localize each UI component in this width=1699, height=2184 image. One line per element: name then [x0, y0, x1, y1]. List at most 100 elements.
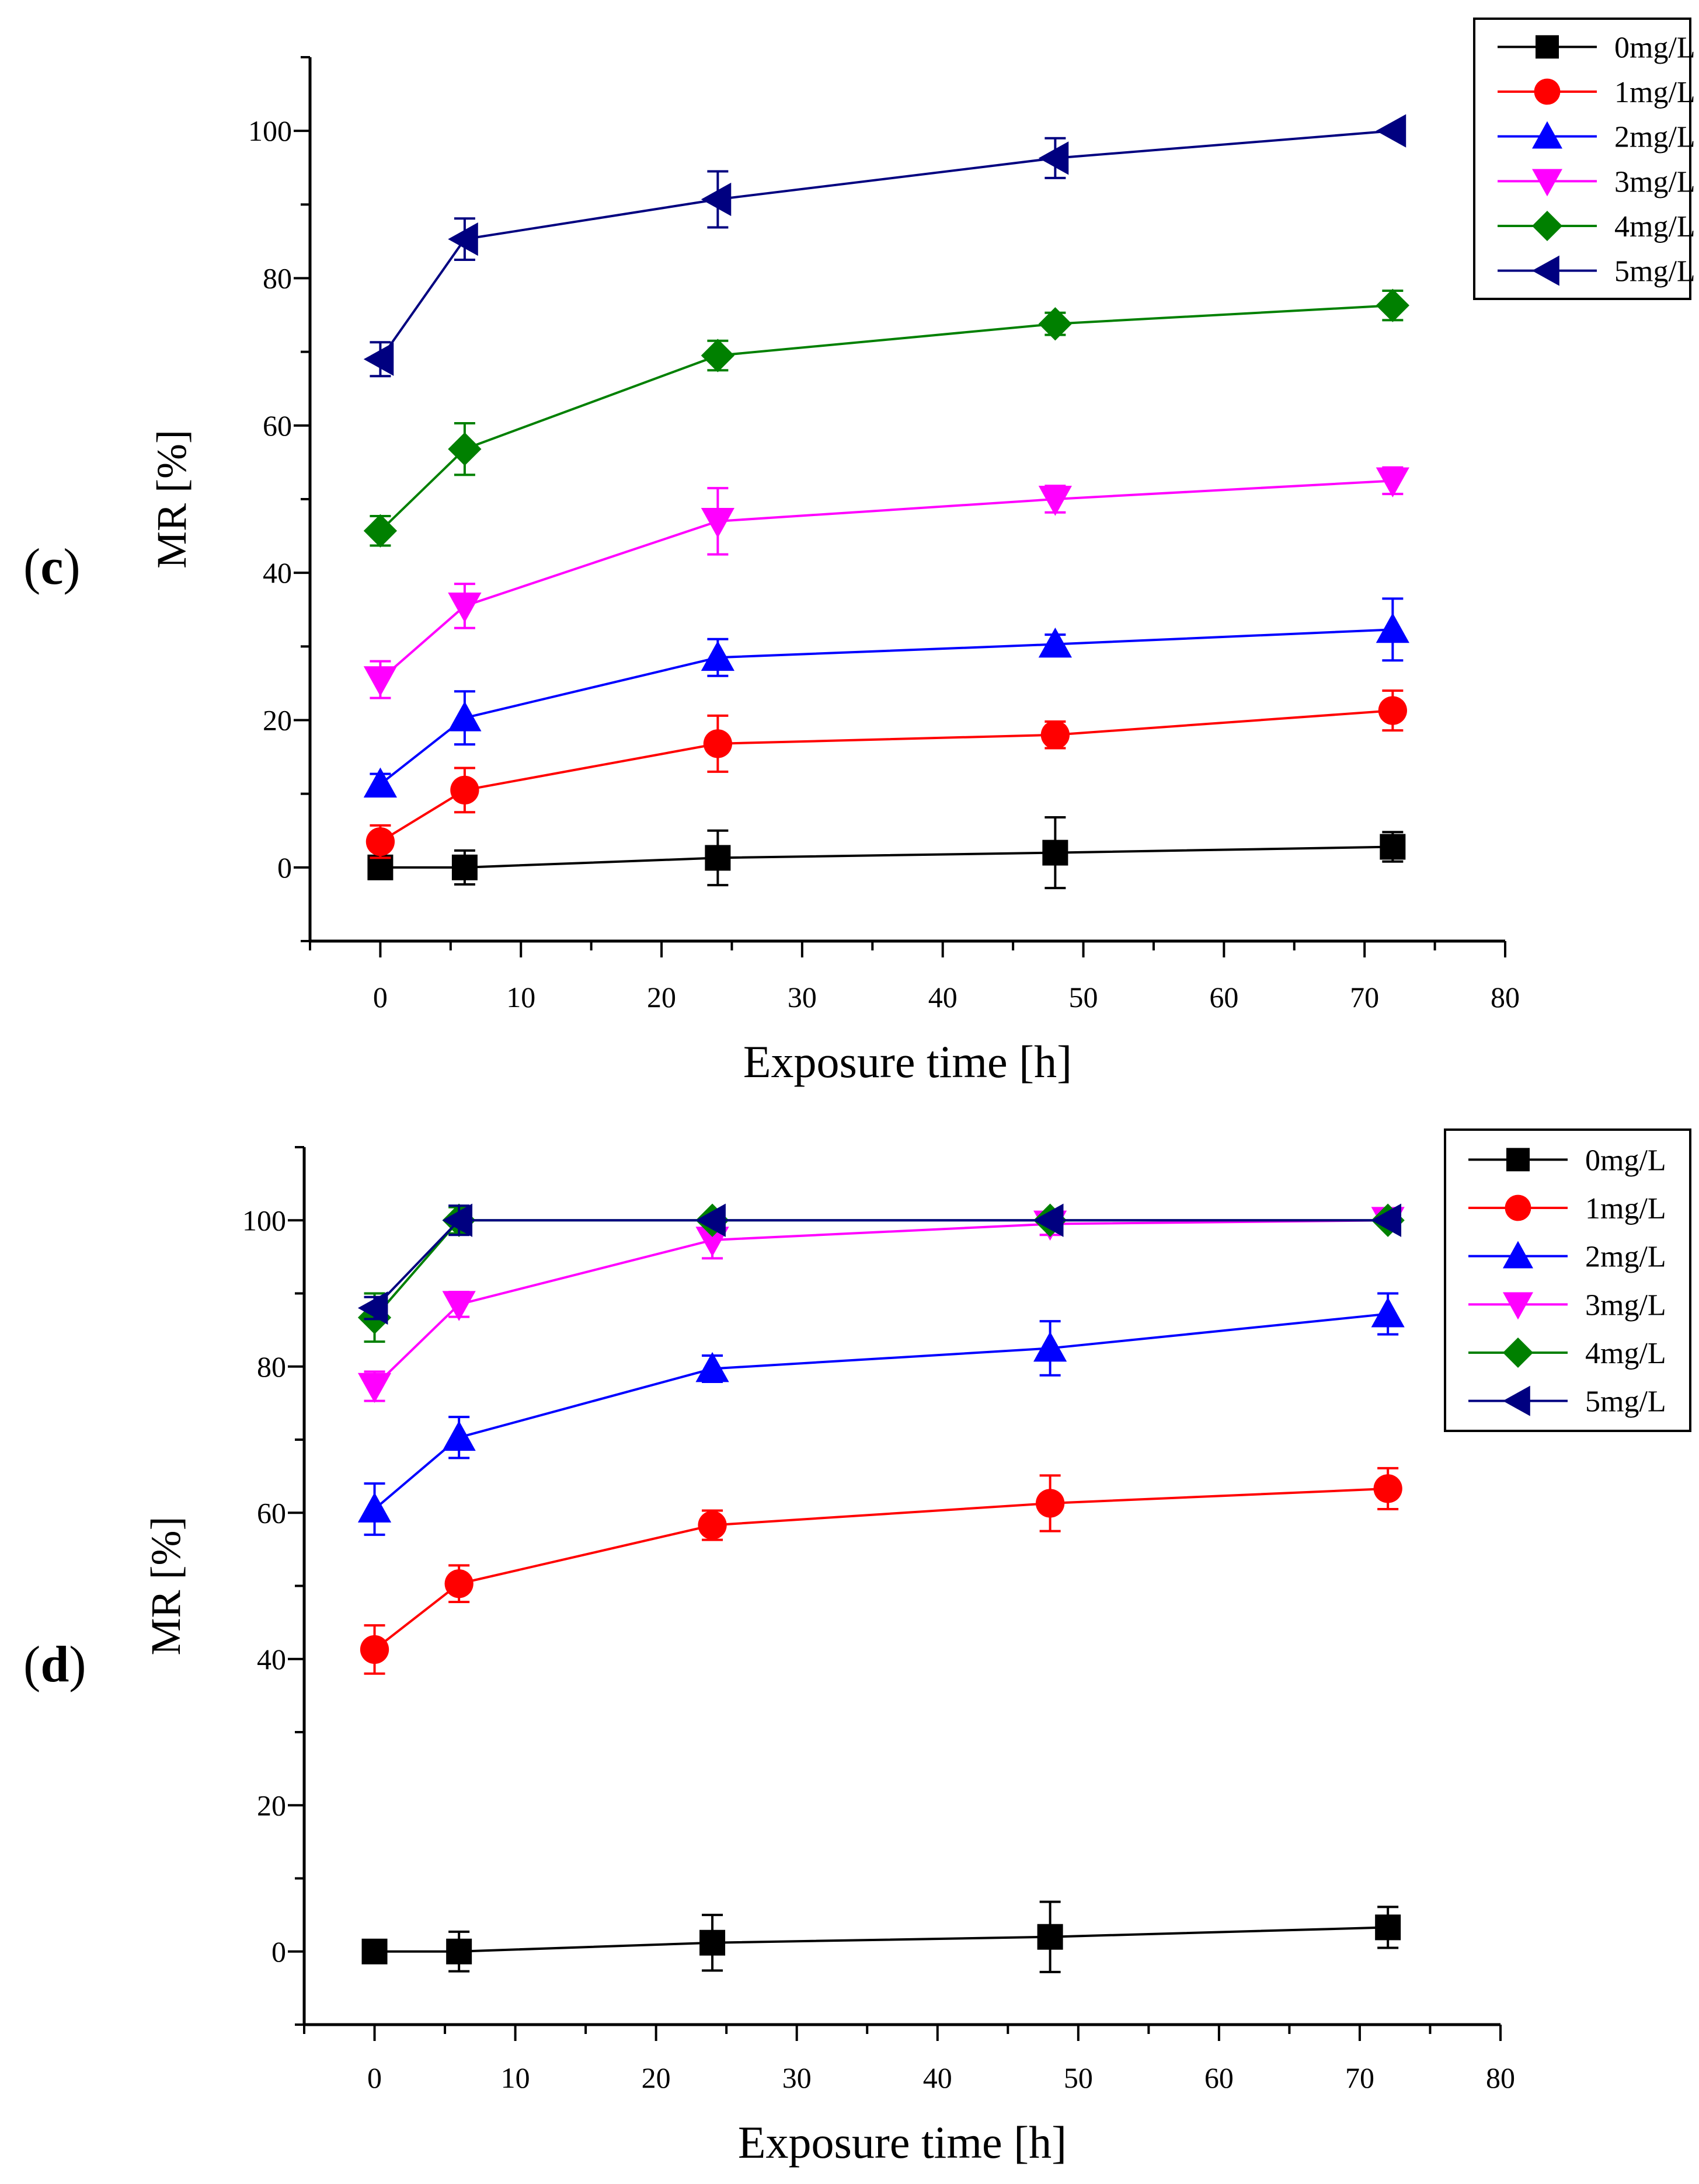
- y-tick-label: 80: [257, 1350, 286, 1383]
- data-point: [1376, 288, 1409, 322]
- x-axis-label: Exposure time [h]: [743, 1036, 1072, 1087]
- data-point: [363, 767, 398, 798]
- data-point: [1035, 1489, 1065, 1518]
- data-point: [1040, 720, 1070, 750]
- data-point: [705, 845, 731, 871]
- data-point: [357, 1492, 392, 1523]
- data-point: [1038, 486, 1072, 516]
- series-line: [374, 1926, 1388, 1953]
- y-tick-label: 20: [257, 1789, 286, 1821]
- legend-label: 4mg/L: [1614, 210, 1695, 243]
- data-point: [1037, 1924, 1063, 1950]
- series-line: [380, 709, 1393, 843]
- data-point: [361, 1938, 388, 1964]
- x-tick-label: 0: [367, 2061, 382, 2094]
- y-axis-label: MR [%]: [142, 1517, 189, 1656]
- legend-label: 0mg/L: [1614, 31, 1695, 64]
- data-point: [360, 1635, 389, 1664]
- series-line: [379, 130, 1393, 360]
- legend-marker: [1532, 255, 1559, 286]
- data-point: [450, 775, 479, 804]
- legend-box: [1444, 1128, 1691, 1432]
- series-line: [380, 304, 1393, 532]
- legend-marker: [1505, 1194, 1531, 1221]
- data-point: [698, 1510, 727, 1540]
- data-point: [446, 1938, 472, 1964]
- legend-label: 1mg/L: [1614, 76, 1695, 109]
- legend-label: 3mg/L: [1614, 165, 1695, 198]
- data-point: [1373, 1474, 1402, 1503]
- series-1mg/L: [360, 1467, 1402, 1675]
- panel-label: (d): [23, 1636, 86, 1693]
- series-line: [380, 845, 1393, 869]
- x-tick-label: 30: [782, 2061, 812, 2094]
- data-point: [363, 342, 394, 376]
- legend-label: 1mg/L: [1585, 1192, 1666, 1225]
- data-point: [1033, 1331, 1067, 1362]
- x-tick-label: 50: [1064, 2061, 1093, 2094]
- x-tick-label: 10: [501, 2061, 530, 2094]
- data-point: [701, 339, 734, 372]
- y-tick-label: 60: [257, 1496, 286, 1529]
- y-tick-label: 100: [248, 114, 292, 147]
- legend-marker: [1503, 1337, 1533, 1368]
- x-tick-label: 50: [1069, 981, 1098, 1013]
- y-tick-label: 40: [257, 1643, 286, 1676]
- y-axis-label: MR [%]: [148, 430, 195, 569]
- series-5mg/L: [363, 114, 1406, 378]
- x-axis-label: Exposure time [h]: [738, 2117, 1067, 2168]
- data-point: [448, 222, 478, 256]
- y-tick-label: 40: [263, 556, 292, 589]
- series-5mg/L: [357, 1203, 1402, 1325]
- legend-marker: [1536, 35, 1559, 59]
- y-tick-label: 80: [263, 262, 292, 295]
- legend-marker: [1503, 1292, 1533, 1320]
- x-tick-label: 40: [923, 2061, 952, 2094]
- data-point: [1038, 627, 1072, 658]
- x-tick-label: 70: [1350, 981, 1379, 1013]
- data-point: [1042, 840, 1068, 866]
- data-point: [701, 640, 734, 671]
- series-4mg/L: [363, 288, 1409, 548]
- x-tick-label: 30: [788, 981, 817, 1013]
- x-tick-label: 40: [928, 981, 958, 1013]
- legend-label: 2mg/L: [1614, 121, 1695, 154]
- legend-marker: [1503, 1385, 1530, 1416]
- data-point: [1033, 1203, 1064, 1237]
- series-2mg/L: [357, 1292, 1405, 1536]
- data-point: [695, 1351, 729, 1382]
- x-tick-label: 80: [1491, 981, 1520, 1013]
- legend: 0mg/L 1mg/L 2mg/L 3mg/L 4mg/L 5mg/L: [1473, 18, 1695, 300]
- data-point: [1038, 307, 1072, 341]
- data-point: [363, 514, 398, 548]
- series-0mg/L: [367, 816, 1406, 890]
- y-tick-label: 0: [271, 1935, 286, 1968]
- x-tick-label: 60: [1209, 981, 1238, 1013]
- data-point: [1376, 467, 1409, 498]
- y-tick-label: 60: [263, 409, 292, 442]
- x-tick-label: 20: [642, 2061, 671, 2094]
- x-tick-label: 20: [647, 981, 676, 1013]
- data-point: [1376, 114, 1406, 148]
- legend-marker: [1503, 1241, 1533, 1269]
- panel-c: 0 10 20 30 40 50 60 70 80 0 20 40 60 80 100 Exposure ti…: [23, 18, 1695, 1087]
- x-tick-label: 80: [1486, 2061, 1515, 2094]
- data-point: [357, 1373, 392, 1403]
- series-1mg/L: [365, 689, 1407, 859]
- data-point: [703, 729, 733, 758]
- data-point: [1378, 696, 1407, 725]
- data-point: [1371, 1297, 1405, 1328]
- series-line: [374, 1487, 1388, 1651]
- series-line: [380, 628, 1393, 785]
- data-point: [1376, 612, 1409, 643]
- series-line: [374, 1219, 1388, 1309]
- series-3mg/L: [363, 466, 1409, 699]
- data-point: [444, 1569, 474, 1598]
- data-point: [365, 827, 395, 856]
- x-tick-label: 60: [1204, 2061, 1234, 2094]
- legend-marker: [1532, 121, 1562, 149]
- data-point: [448, 593, 482, 623]
- legend-label: 3mg/L: [1585, 1288, 1666, 1322]
- legend-label: 5mg/L: [1614, 255, 1695, 288]
